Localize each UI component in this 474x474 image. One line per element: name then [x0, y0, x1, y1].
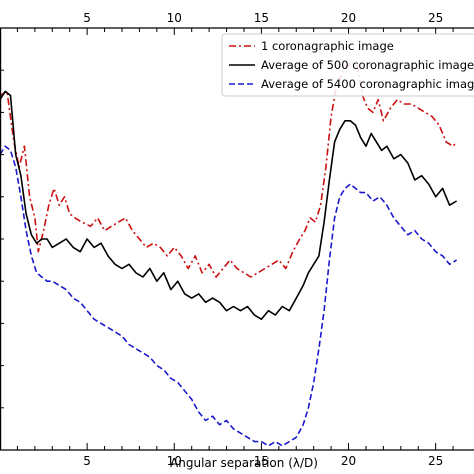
x-tick-label: 25: [428, 454, 443, 468]
top-tick-label: 25: [428, 11, 443, 25]
legend-box: [221, 33, 474, 97]
legend-label-1: Average of 500 coronagraphic images: [261, 58, 474, 72]
top-tick-label: 10: [167, 11, 182, 25]
series-line-0: [0, 61, 458, 278]
series-line-2: [0, 145, 458, 447]
legend-label-2: Average of 5400 coronagraphic images: [261, 77, 474, 91]
series-line-1: [0, 90, 458, 320]
x-tick-label: 10: [167, 454, 182, 468]
top-tick-label: 15: [254, 11, 269, 25]
legend-label-0: 1 coronagraphic image: [261, 39, 394, 53]
x-tick-label: 15: [254, 454, 269, 468]
x-tick-label: 20: [341, 454, 356, 468]
legend: 1 coronagraphic image Average of 500 coro…: [221, 33, 474, 97]
top-tick-label: 20: [341, 11, 356, 25]
top-tick-label: 5: [83, 11, 91, 25]
axes: 5 5 10 10 15 15 20 20 25 25: [0, 11, 474, 468]
plot-lines: [0, 61, 458, 447]
x-tick-label: 5: [83, 454, 91, 468]
x-axis-label: Angular separation (λ/D): [170, 456, 318, 470]
